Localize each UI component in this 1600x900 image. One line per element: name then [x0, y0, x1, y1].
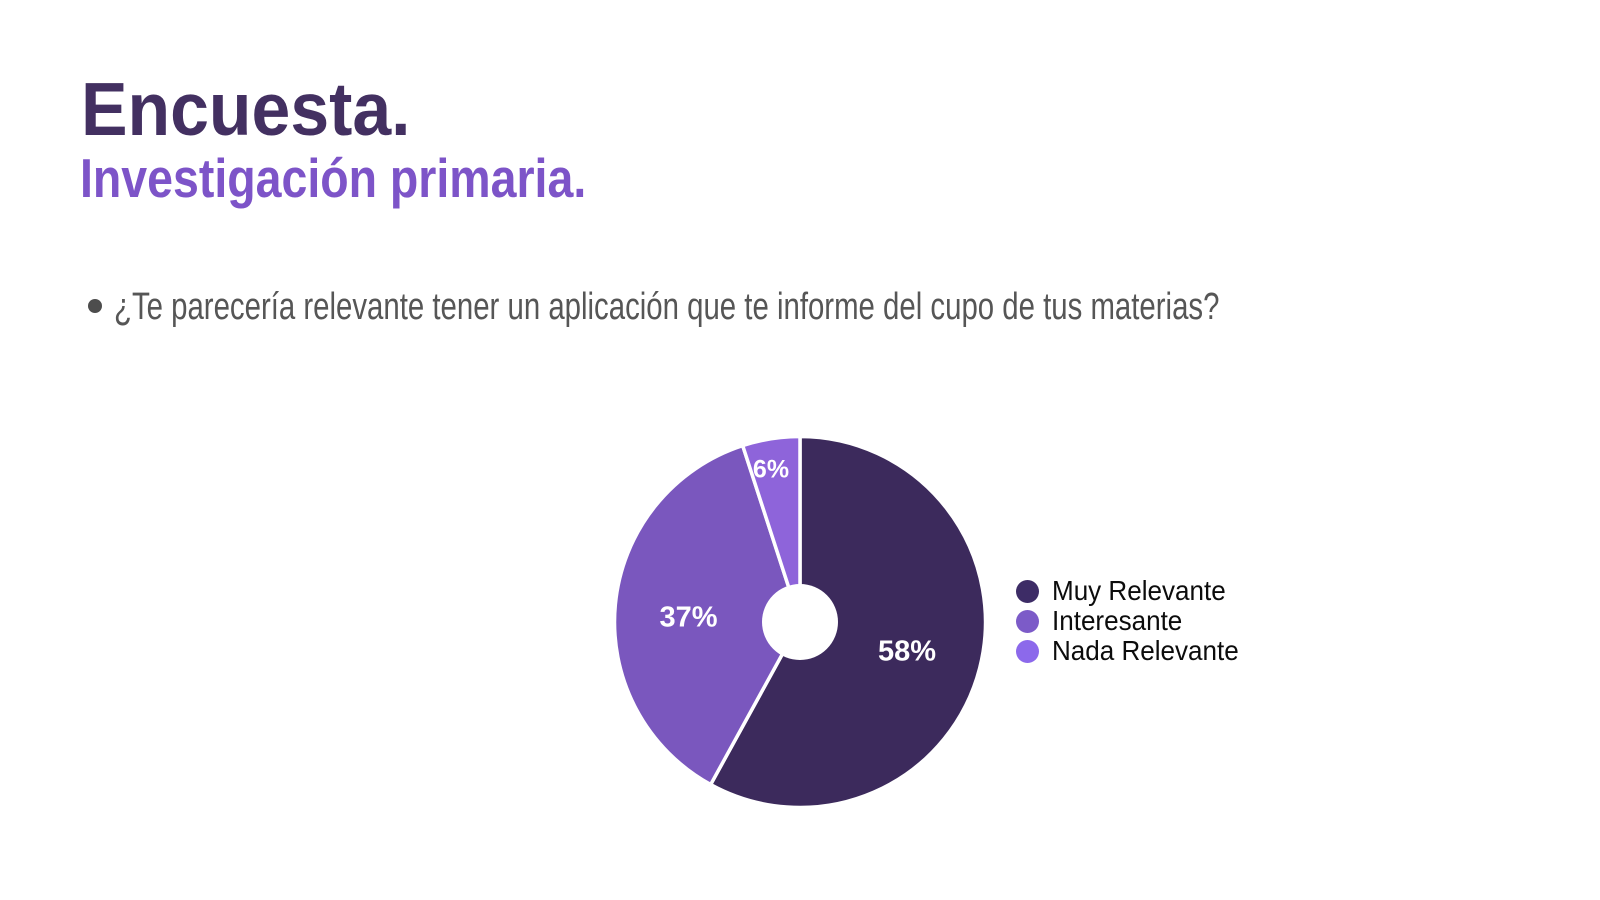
svg-text:6%: 6% [753, 456, 789, 484]
svg-text:37%: 37% [659, 602, 717, 634]
svg-text:58%: 58% [878, 636, 936, 668]
